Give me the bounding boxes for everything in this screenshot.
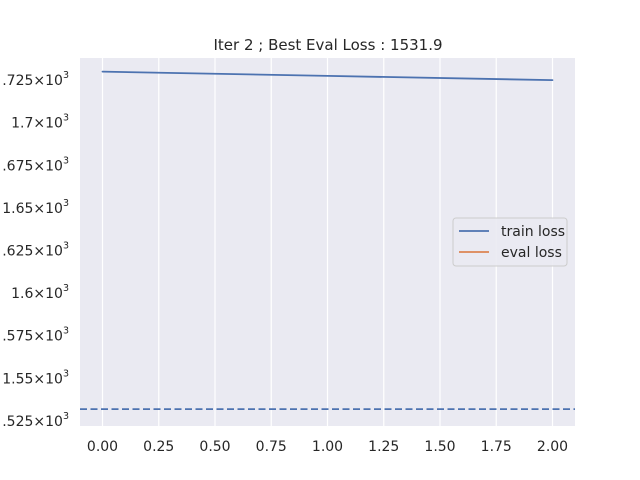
y-tick-label: .625×103	[2, 241, 69, 260]
series-line-0	[101, 70, 554, 82]
legend-label-1: eval loss	[501, 245, 562, 261]
y-axis-ticks: .525×103 1.55×103 .575×103 1.6×103 .625×103 1…	[2, 70, 69, 430]
chart-title: Iter 2 ; Best Eval Loss : 1531.9	[213, 36, 442, 54]
legend-box	[452, 217, 568, 267]
y-tick-label: .725×103	[2, 70, 69, 89]
x-tick-label: 0.25	[143, 439, 174, 455]
y-tick-label: .575×103	[2, 326, 69, 345]
y-tick-label: 1.65×103	[2, 198, 69, 217]
legend-label-0: train loss	[501, 224, 565, 240]
x-tick-label: 0.00	[87, 439, 118, 455]
y-tick-label: .675×103	[2, 155, 69, 174]
x-tick-label: 1.25	[368, 439, 399, 455]
x-axis-ticks: 0.00 0.25 0.50 0.75 1.00 1.25 1.50 1.75 2.00	[87, 439, 568, 455]
y-tick-label: .525×103	[2, 411, 69, 430]
y-tick-label: 1.55×103	[2, 368, 69, 387]
series-layer	[80, 70, 575, 411]
y-tick-label: 1.7×103	[11, 113, 69, 132]
x-tick-label: 1.50	[424, 439, 455, 455]
y-tick-label: 1.6×103	[11, 283, 69, 302]
x-tick-label: 2.00	[537, 439, 568, 455]
legend: train loss eval loss	[452, 217, 568, 267]
x-tick-label: 1.00	[312, 439, 343, 455]
x-tick-label: 0.50	[199, 439, 230, 455]
grid	[101, 58, 554, 426]
x-tick-label: 0.75	[256, 439, 287, 455]
x-tick-label: 1.75	[481, 439, 512, 455]
